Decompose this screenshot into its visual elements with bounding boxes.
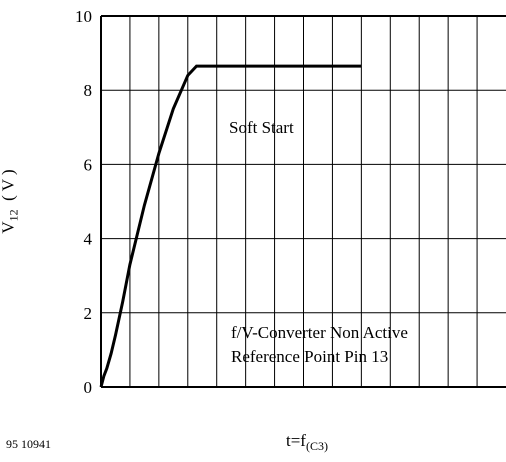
y-tick-labels: 0 2 4 6 8 10 bbox=[75, 7, 93, 397]
y-tick-label-0: 0 bbox=[84, 378, 93, 397]
annotation-reference-point: Reference Point Pin 13 bbox=[231, 347, 388, 366]
y-tick-label-8: 8 bbox=[84, 81, 93, 100]
y-tick-label-6: 6 bbox=[84, 155, 93, 174]
y-tick-label-2: 2 bbox=[84, 304, 93, 323]
x-axis-label: t=f(C3) bbox=[286, 431, 328, 454]
annotation-soft-start: Soft Start bbox=[229, 118, 294, 137]
y-tick-label-10: 10 bbox=[75, 7, 92, 26]
x-axis-label-main: t=f bbox=[286, 431, 306, 450]
y-tick-label-4: 4 bbox=[84, 230, 93, 249]
series-line-1 bbox=[99, 64, 362, 388]
x-axis-label-sub: (C3) bbox=[305, 439, 328, 453]
plot-frame bbox=[100, 15, 506, 388]
y-axis-label: V12 ( V ) bbox=[0, 169, 22, 233]
y-axis-label-main: V bbox=[0, 221, 18, 234]
grid-lines bbox=[101, 16, 506, 387]
y-axis-label-sub: 12 bbox=[6, 209, 21, 222]
figure-code: 95 10941 bbox=[6, 437, 51, 451]
y-axis-label-unit: ( V ) bbox=[0, 169, 18, 201]
annotation-fv-converter: f/V-Converter Non Active bbox=[231, 323, 408, 342]
series-lines bbox=[99, 64, 362, 388]
